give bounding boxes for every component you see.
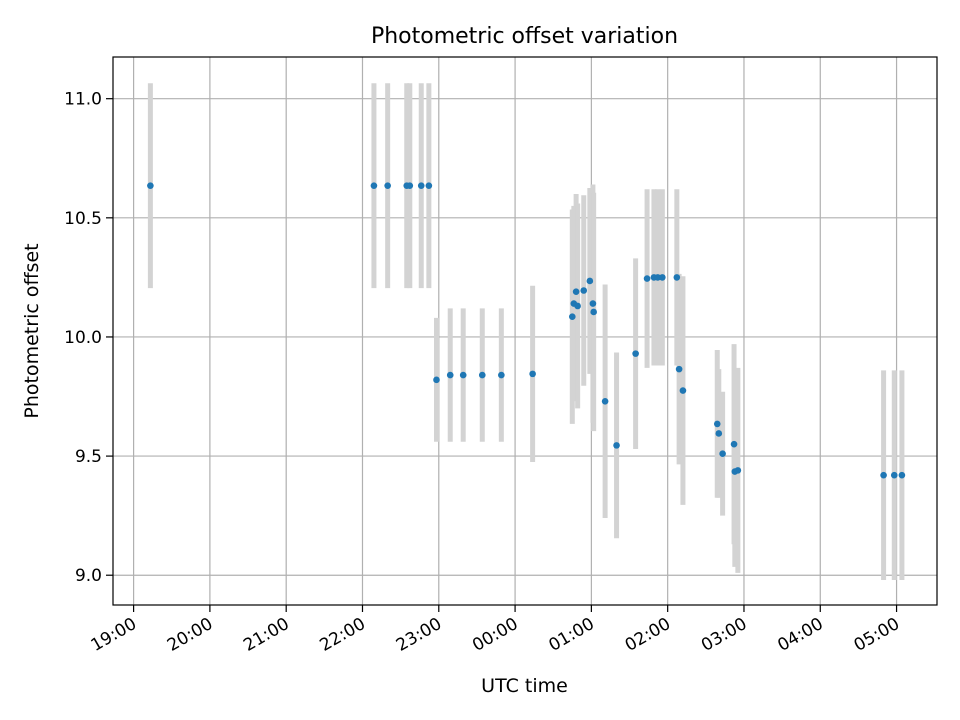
data-point — [643, 275, 651, 282]
data-point — [713, 420, 721, 428]
chart-title: Photometric offset variation — [371, 24, 678, 49]
data-point — [659, 274, 666, 281]
data-point — [586, 277, 594, 285]
data-point — [425, 182, 433, 189]
data-point — [406, 182, 414, 189]
data-point — [730, 440, 738, 448]
y-tick-label: 11.0 — [64, 90, 102, 110]
data-point — [654, 274, 662, 281]
plot-frame — [112, 56, 938, 606]
data-point — [715, 430, 723, 437]
data-point — [890, 471, 898, 479]
data-point — [632, 350, 639, 357]
data-point — [370, 182, 378, 189]
data-points — [147, 182, 906, 479]
y-tick-label: 10.0 — [64, 328, 102, 348]
data-point — [580, 287, 588, 294]
data-point — [147, 182, 154, 189]
data-point — [384, 182, 391, 189]
data-point — [459, 371, 467, 379]
data-point — [613, 442, 620, 449]
y-axis: 9.0 9.5 10.0 10.5 11.0 — [64, 90, 113, 586]
data-point — [572, 288, 580, 295]
data-point — [589, 300, 597, 307]
data-point — [601, 397, 609, 405]
data-point — [417, 182, 425, 189]
data-point — [433, 376, 440, 384]
data-point — [478, 371, 486, 379]
data-point — [679, 387, 687, 394]
y-tick-label: 9.0 — [75, 566, 102, 586]
data-point — [574, 302, 581, 310]
y-tick-label: 9.5 — [75, 447, 102, 467]
data-point — [569, 313, 576, 321]
data-point — [719, 450, 726, 458]
data-point — [529, 370, 536, 378]
data-point — [734, 467, 742, 474]
data-point — [880, 471, 887, 479]
data-point — [590, 308, 597, 316]
data-point — [673, 274, 681, 281]
y-axis-label: Photometric offset — [21, 243, 43, 418]
data-point — [675, 365, 683, 373]
x-axis-label: UTC time — [481, 675, 568, 697]
data-point — [498, 371, 505, 379]
data-point — [446, 371, 454, 379]
y-tick-label: 10.5 — [64, 209, 102, 229]
data-point — [898, 471, 906, 479]
